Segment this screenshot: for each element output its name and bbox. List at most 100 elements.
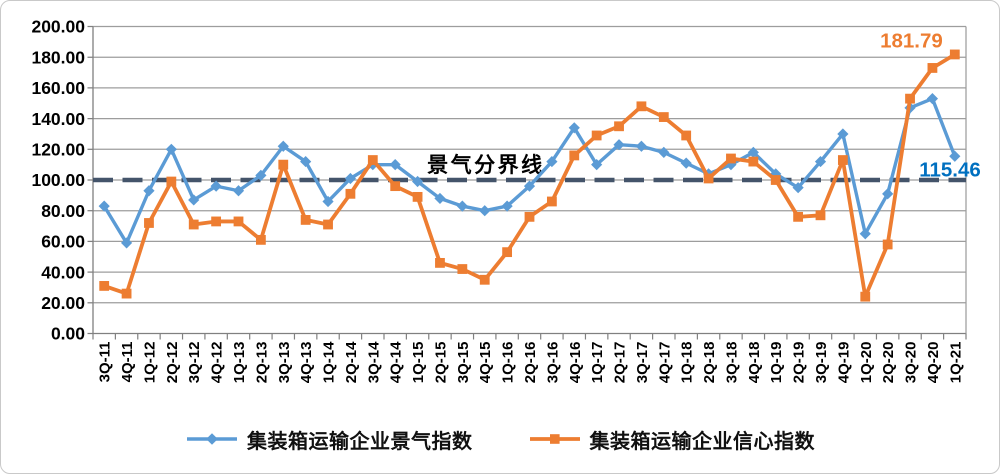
y-axis-tick-label: 200.00	[31, 17, 85, 37]
x-axis-tick-label: 2Q-14	[343, 341, 360, 383]
data-point-diamond	[120, 237, 133, 249]
x-axis-tick-label: 4Q-15	[477, 342, 494, 384]
x-axis-tick-label: 1Q-13	[231, 342, 248, 384]
data-point-diamond	[389, 159, 401, 171]
x-axis-tick-label: 1Q-14	[321, 341, 338, 383]
data-point-diamond	[456, 200, 468, 212]
legend-swatch-confidence-index	[529, 434, 580, 444]
x-axis-tick-label: 2Q-16	[522, 342, 539, 384]
data-point-square	[255, 234, 266, 245]
x-axis-tick-label: 3Q-18	[723, 342, 740, 384]
x-axis-tick-label: 3Q-19	[813, 342, 830, 384]
x-axis-tick-label: 4Q-11	[119, 342, 136, 383]
data-point-diamond	[210, 180, 222, 192]
data-point-diamond	[658, 146, 670, 158]
x-axis-tick-label: 1Q-15	[410, 342, 427, 384]
data-point-diamond	[188, 194, 200, 206]
data-point-square	[703, 173, 714, 184]
annotation-value-boom: 115.46	[919, 158, 981, 181]
data-point-square	[278, 159, 289, 170]
x-axis-tick-label: 3Q-14	[365, 341, 382, 383]
data-point-diamond	[344, 172, 357, 185]
data-point-square	[211, 216, 222, 227]
data-point-diamond	[411, 175, 424, 188]
x-axis-tick-label: 3Q-15	[455, 342, 472, 384]
x-axis-tick-label: 4Q-14	[388, 341, 405, 383]
legend-label-confidence-index: 集装箱运输企业信心指数	[589, 430, 815, 453]
data-point-diamond	[859, 228, 871, 240]
x-axis-tick-label: 1Q-18	[679, 342, 696, 384]
x-axis-tick-label: 2Q-20	[880, 342, 897, 384]
data-point-diamond	[747, 146, 759, 158]
x-axis-tick-label: 3Q-13	[276, 342, 293, 384]
x-axis-tick-label: 1Q-19	[768, 342, 785, 384]
data-point-square	[636, 101, 647, 112]
y-axis-tick-label: 80.00	[41, 201, 85, 221]
data-point-diamond	[568, 122, 580, 134]
data-point-diamond	[591, 159, 603, 171]
x-axis-tick-label: 4Q-12	[209, 342, 226, 384]
boom-divider-label: 景气分界线	[427, 153, 545, 177]
data-point-square	[815, 210, 826, 221]
data-point-square	[233, 216, 244, 227]
data-point-square	[99, 281, 110, 291]
legend-diamond-icon	[206, 433, 218, 445]
y-axis-tick-label: 60.00	[41, 232, 85, 252]
x-axis-tick-label: 3Q-16	[544, 342, 561, 384]
x-axis-tick-label: 2Q-18	[701, 342, 718, 384]
data-point-square	[658, 112, 669, 122]
data-point-square	[390, 181, 401, 192]
y-axis-tick-label: 160.00	[31, 78, 85, 98]
data-point-diamond	[479, 205, 491, 217]
data-point-square	[502, 247, 513, 258]
data-point-square	[188, 219, 199, 230]
data-point-diamond	[255, 169, 267, 181]
x-axis-tick-label: 4Q-16	[567, 342, 584, 384]
data-point-diamond	[814, 155, 827, 168]
data-point-square	[905, 93, 915, 104]
legend-item-confidence-index: 集装箱运输企业信心指数	[528, 425, 816, 454]
data-point-square	[927, 63, 938, 73]
data-point-square	[860, 291, 871, 302]
x-axis-tick-label: 3Q-11	[97, 342, 114, 383]
data-point-diamond	[546, 155, 558, 168]
data-point-square	[412, 191, 423, 202]
x-axis-tick-label: 4Q-17	[656, 342, 673, 384]
data-point-diamond	[300, 155, 312, 168]
x-axis-tick-label: 1Q-17	[589, 342, 606, 384]
data-point-diamond	[635, 140, 648, 152]
data-point-square	[681, 130, 692, 141]
x-axis-tick-label: 4Q-20	[925, 342, 942, 384]
data-point-diamond	[98, 200, 110, 212]
x-axis-tick-label: 2Q-12	[164, 342, 181, 384]
data-point-square	[614, 121, 624, 132]
y-axis-tick-label: 100.00	[31, 170, 85, 190]
y-axis-tick-label: 20.00	[41, 293, 85, 313]
legend-square-icon	[549, 434, 560, 444]
x-axis-tick-label: 2Q-17	[612, 342, 629, 384]
x-axis-tick-label: 2Q-19	[791, 342, 808, 384]
data-point-square	[435, 257, 445, 268]
x-axis-tick-label: 3Q-12	[186, 342, 203, 384]
data-point-square	[882, 239, 893, 250]
data-point-diamond	[501, 200, 513, 212]
data-point-square	[546, 196, 557, 207]
x-axis-tick-label: 4Q-19	[835, 342, 852, 384]
data-point-diamond	[792, 182, 804, 194]
y-axis-tick-label: 140.00	[31, 109, 85, 129]
legend-swatch-boom-index	[187, 433, 237, 445]
y-axis-tick-label: 120.00	[31, 140, 85, 160]
x-axis-tick-label: 3Q-17	[634, 342, 651, 384]
x-axis-tick-label: 1Q-16	[500, 342, 517, 384]
data-point-diamond	[837, 128, 849, 140]
annotation-value-confidence: 181.79	[880, 29, 943, 52]
x-axis-tick-label: 1Q-20	[858, 342, 875, 384]
data-point-diamond	[434, 192, 446, 205]
data-point-square	[591, 130, 602, 141]
y-axis-tick-label: 0.00	[51, 324, 85, 344]
data-point-square	[748, 156, 759, 167]
data-point-square	[323, 219, 333, 230]
data-point-square	[300, 215, 311, 225]
data-point-square	[457, 264, 468, 274]
